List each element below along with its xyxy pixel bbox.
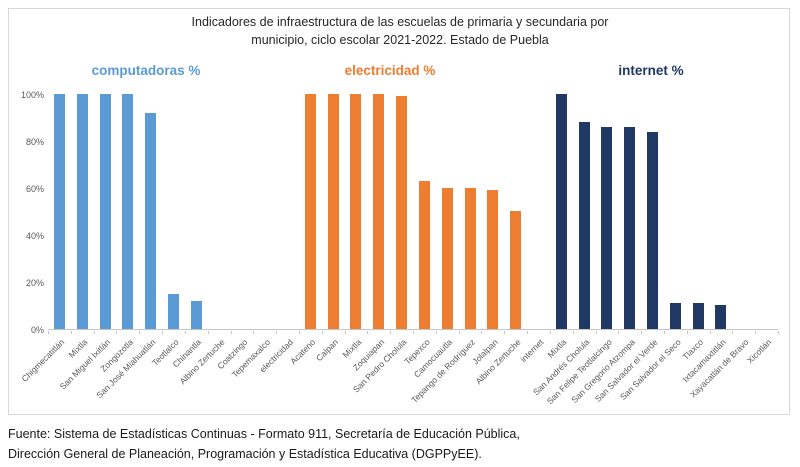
x-axis-tick xyxy=(755,331,757,334)
y-axis-tick-label: 60% xyxy=(25,184,44,194)
x-axis-tick xyxy=(48,331,49,334)
plot-area xyxy=(48,94,778,330)
bar-mixtla xyxy=(76,94,88,329)
source-note-line1: Fuente: Sistema de Estadísticas Continua… xyxy=(8,427,520,441)
y-axis: 0% 20% 40% 60% 80% 100% xyxy=(0,90,44,335)
x-axis-tick xyxy=(367,331,369,334)
x-axis-tick xyxy=(253,331,255,334)
x-axis-label: Calpan xyxy=(314,337,341,364)
y-axis-tick-label: 100% xyxy=(20,90,44,100)
bar-tlaxco xyxy=(692,303,704,329)
group-title-computadoras: computadoras % xyxy=(91,63,201,78)
x-axis-tick xyxy=(686,331,688,334)
x-axis-tick xyxy=(139,331,141,334)
x-axis-tick xyxy=(116,331,118,334)
x-axis-tick xyxy=(276,331,278,334)
x-axis-tick xyxy=(162,331,164,334)
bar-chigmecatitlán xyxy=(53,94,65,329)
x-axis-tick xyxy=(641,331,643,334)
bar-san-josé-miahuatlán xyxy=(145,113,157,329)
x-axis-tick xyxy=(93,331,95,334)
bar-tepango-de-rodríguez xyxy=(464,188,476,329)
bar-acateno xyxy=(304,94,316,329)
bar-san-miguel-ixitlán xyxy=(99,94,111,329)
bar-san-salvador-el-seco xyxy=(669,303,681,329)
bar-san-felipe-teotlalcingo xyxy=(601,127,613,329)
chart-title-line2: municipio, ciclo escolar 2021-2022. Esta… xyxy=(251,33,549,47)
bar-albino-zertuche xyxy=(510,211,522,329)
x-axis-tick xyxy=(504,331,506,334)
x-axis-tick xyxy=(390,331,392,334)
bar-mixtla xyxy=(555,94,567,329)
x-axis-tick xyxy=(527,331,529,334)
x-axis-tick xyxy=(572,331,574,334)
x-axis-tick xyxy=(663,331,665,334)
x-axis-tick xyxy=(184,331,186,334)
x-axis-tick xyxy=(298,331,300,334)
x-axis-tick xyxy=(618,331,620,334)
x-axis-label: Xicotlán xyxy=(745,337,774,366)
x-axis-tick xyxy=(732,331,734,334)
x-axis-tick xyxy=(595,331,597,334)
x-axis-tick xyxy=(207,331,209,334)
x-axis-tick xyxy=(549,331,551,334)
bar-chinantla xyxy=(190,301,202,329)
bar-san-gregorio-atzompa xyxy=(624,127,636,329)
group-title-internet: internet % xyxy=(618,63,684,78)
bar-teotlalco xyxy=(167,294,179,329)
x-axis-tick xyxy=(70,331,72,334)
x-axis-labels: Chigmecatitlán Mixtla San Miguel Ixitlán Zo… xyxy=(20,337,778,415)
y-axis-tick-label: 20% xyxy=(25,278,44,288)
y-axis-tick-label: 80% xyxy=(25,137,44,147)
y-axis-tick-label: 0% xyxy=(30,325,44,335)
bar-calpan xyxy=(327,94,339,329)
bar-camocuautla xyxy=(441,188,453,329)
bar-zoquiapan xyxy=(373,94,385,329)
x-axis-tick xyxy=(458,331,460,334)
bar-mixtla xyxy=(350,94,362,329)
x-axis-tick xyxy=(709,331,711,334)
bar-san-pedro-cholula xyxy=(396,96,408,329)
bar-tepexco xyxy=(418,181,430,329)
x-axis-tick xyxy=(321,331,323,334)
x-axis-tick xyxy=(344,331,346,334)
bar-zongozotla xyxy=(122,94,134,329)
bar-ixtacamaxtitlán xyxy=(715,305,727,329)
x-axis-tick xyxy=(435,331,437,334)
x-axis-tick xyxy=(778,331,779,334)
group-title-electricidad: electricidad % xyxy=(344,63,436,78)
source-note-line2: Dirección General de Planeación, Program… xyxy=(8,447,482,461)
y-axis-tick-label: 40% xyxy=(25,231,44,241)
x-axis-ticks xyxy=(48,331,779,335)
x-axis-tick xyxy=(413,331,414,334)
chart-title-line1: Indicadores de infraestructura de las es… xyxy=(191,15,609,29)
bar-jolalpan xyxy=(487,190,499,329)
x-axis-label: internet xyxy=(518,337,546,365)
x-axis-tick xyxy=(481,331,483,334)
bar-san-andrés-cholula xyxy=(578,122,590,329)
bar-san-salvador-el-verde xyxy=(647,132,659,329)
x-axis-tick xyxy=(230,331,232,334)
